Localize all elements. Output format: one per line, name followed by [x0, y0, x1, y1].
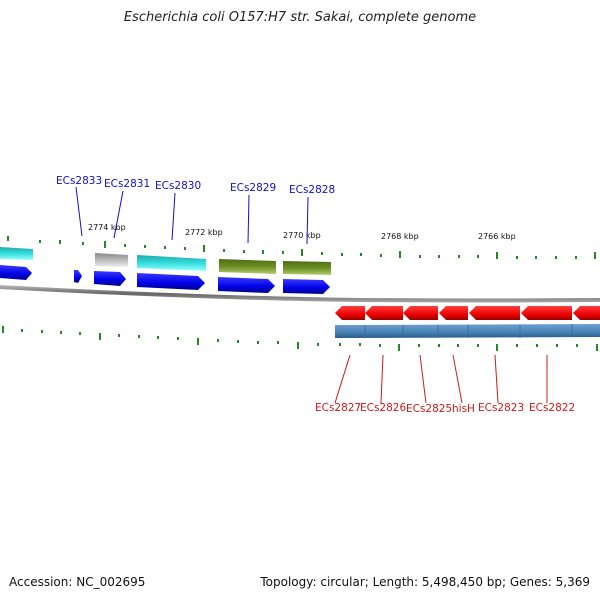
genome-summary-text: Topology: circular; Length: 5,498,450 bp…: [260, 575, 590, 589]
reverse-gene-track: [335, 324, 600, 338]
cds-arrow-left-edge[interactable]: [0, 265, 32, 280]
scale-label-2768: 2768 kbp: [381, 232, 419, 241]
gene-label-ECs2833[interactable]: ECs2833: [56, 175, 102, 187]
gene-label-ECs2825[interactable]: ECs2825: [406, 403, 452, 415]
reverse-cds-track: [335, 306, 600, 320]
gene-label-ECs2823[interactable]: ECs2823: [478, 402, 524, 414]
cds-arrow-ECs2828[interactable]: [283, 279, 330, 294]
cds-arrow-ECs2831[interactable]: [94, 271, 126, 286]
cds-arrow-ECs2823[interactable]: [469, 306, 520, 320]
cds-arrow-hisH[interactable]: [439, 306, 468, 320]
scale-label-2772: 2772 kbp: [185, 228, 223, 237]
gene-label-ECs2831[interactable]: ECs2831: [104, 178, 150, 190]
cds-arrow-ECs2830[interactable]: [137, 273, 205, 290]
cds-arrow-ECs2827[interactable]: [335, 306, 365, 320]
gene-label-ECs2826[interactable]: ECs2826: [360, 402, 406, 414]
cds-arrow-ECs2825[interactable]: [403, 306, 438, 320]
scale-label-2770: 2770 kbp: [283, 231, 321, 240]
reverse-tick-row: [2, 326, 598, 351]
gene-feature-olive-ECs2828[interactable]: [283, 261, 331, 275]
gene-label-hisH[interactable]: hisH: [452, 403, 475, 415]
genome-backbone: [0, 285, 600, 303]
gene-feature-gray-ECs2831[interactable]: [95, 253, 128, 267]
reverse-label-leaders: [334, 354, 548, 404]
forward-label-leaders: [75, 186, 309, 245]
cds-arrow-ECs2829[interactable]: [218, 277, 275, 293]
gene-label-ECs2828[interactable]: ECs2828: [289, 184, 335, 196]
accession-text: Accession: NC_002695: [9, 575, 146, 589]
forward-cds-track: [0, 265, 330, 294]
map-title: Escherichia coli O157:H7 str. Sakai, com…: [123, 10, 477, 25]
gene-feature-cyan-left[interactable]: [0, 247, 33, 260]
cds-arrow-right-edge[interactable]: [573, 306, 600, 320]
gene-label-ECs2830[interactable]: ECs2830: [155, 180, 201, 192]
scale-label-2766: 2766 kbp: [478, 232, 516, 241]
forward-tick-row: [7, 236, 596, 259]
forward-gene-track: [0, 247, 331, 275]
gene-feature-cyan-ECs2830[interactable]: [137, 255, 206, 271]
cds-arrow-ECs2822[interactable]: [521, 306, 572, 320]
gene-label-ECs2827[interactable]: ECs2827: [315, 402, 361, 414]
cds-arrow-ECs2826[interactable]: [365, 306, 403, 320]
gene-label-ECs2829[interactable]: ECs2829: [230, 182, 276, 194]
scale-label-2774: 2774 kbp: [88, 223, 126, 232]
gene-feature-olive-ECs2829[interactable]: [219, 259, 276, 274]
cds-arrow-ECs2833[interactable]: [74, 270, 82, 283]
gene-label-ECs2822[interactable]: ECs2822: [529, 402, 575, 414]
